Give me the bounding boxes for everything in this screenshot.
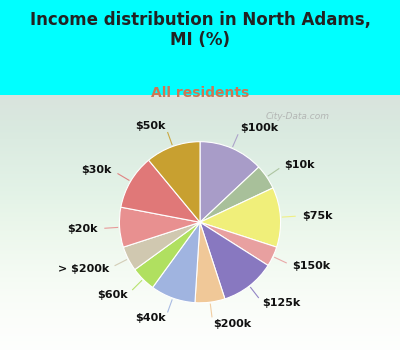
Text: $50k: $50k: [135, 121, 165, 131]
Wedge shape: [200, 142, 259, 222]
Wedge shape: [121, 160, 200, 222]
Text: $100k: $100k: [240, 124, 279, 133]
Text: $200k: $200k: [213, 318, 251, 329]
Text: $40k: $40k: [135, 313, 165, 323]
Wedge shape: [123, 222, 200, 270]
Wedge shape: [120, 207, 200, 247]
Wedge shape: [200, 188, 280, 247]
Wedge shape: [135, 222, 200, 287]
Wedge shape: [200, 222, 277, 265]
Text: $10k: $10k: [284, 160, 315, 170]
Wedge shape: [195, 222, 225, 303]
Wedge shape: [149, 142, 200, 222]
Wedge shape: [153, 222, 200, 303]
Text: $30k: $30k: [82, 165, 112, 175]
Text: Income distribution in North Adams,
MI (%): Income distribution in North Adams, MI (…: [30, 10, 370, 49]
Text: $75k: $75k: [302, 211, 332, 221]
Text: $60k: $60k: [97, 289, 128, 300]
Wedge shape: [200, 222, 268, 299]
Text: City-Data.com: City-Data.com: [266, 112, 330, 121]
Text: $150k: $150k: [292, 261, 330, 271]
Wedge shape: [200, 167, 273, 222]
Text: > $200k: > $200k: [58, 264, 109, 274]
Text: $125k: $125k: [263, 298, 301, 308]
Text: All residents: All residents: [151, 86, 249, 100]
Text: $20k: $20k: [68, 224, 98, 234]
